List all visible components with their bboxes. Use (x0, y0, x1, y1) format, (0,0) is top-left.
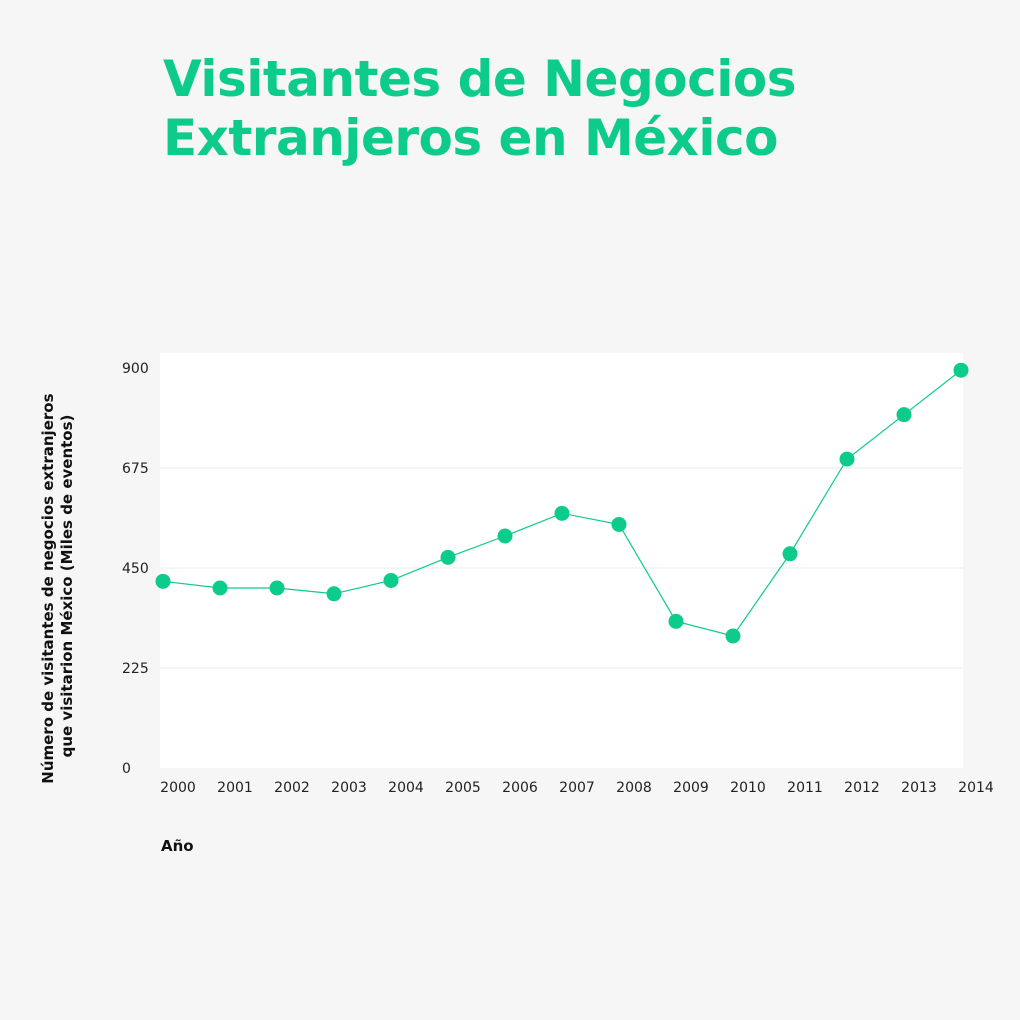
y-tick-label-225: 225 (122, 661, 149, 677)
data-point-2013 (896, 407, 912, 423)
data-point-2006 (497, 528, 513, 544)
data-point-2001 (212, 580, 228, 596)
x-axis-title: Año (161, 837, 194, 855)
plot-area (160, 353, 963, 768)
chart-title-line-1: Visitantes de Negocios (163, 50, 796, 108)
data-point-2012 (839, 451, 855, 467)
data-point-2010 (725, 628, 741, 644)
x-tick-label-2003: 2003 (331, 780, 367, 796)
data-point-2000 (155, 573, 171, 589)
data-point-2014 (953, 362, 969, 378)
x-tick-label-2005: 2005 (445, 780, 481, 796)
x-tick-label-2014: 2014 (958, 780, 994, 796)
y-tick-label-675: 675 (122, 461, 149, 477)
x-tick-label-2009: 2009 (673, 780, 709, 796)
x-tick-label-2008: 2008 (616, 780, 652, 796)
data-point-2007 (554, 505, 570, 521)
y-axis-ticks: 0 225 450 675 900 (122, 361, 149, 777)
x-axis-ticks: 2000 2001 2002 2003 2004 2005 2006 2007 2008 2009… (160, 780, 994, 796)
x-tick-label-2013: 2013 (901, 780, 937, 796)
data-point-2004 (383, 572, 399, 588)
x-tick-label-2000: 2000 (160, 780, 196, 796)
data-point-2005 (440, 549, 456, 565)
x-tick-label-2006: 2006 (502, 780, 538, 796)
y-axis-title-line-1: Número de visitantes de negocios extranj… (39, 393, 57, 783)
x-tick-label-2012: 2012 (844, 780, 880, 796)
data-point-2008 (611, 516, 627, 532)
chart-title: Visitantes de Negocios Extranjeros en Mé… (163, 50, 963, 168)
x-tick-label-2004: 2004 (388, 780, 424, 796)
data-point-2009 (668, 613, 684, 629)
y-axis-title-line-2: que visitarion México (Miles de eventos) (58, 415, 76, 758)
y-tick-label-450: 450 (122, 561, 149, 577)
y-tick-label-0: 0 (122, 761, 131, 777)
x-tick-label-2011: 2011 (787, 780, 823, 796)
y-axis-title: Número de visitantes de negocios extranj… (39, 388, 76, 783)
chart-title-line-2: Extranjeros en México (163, 109, 779, 167)
gridlines (160, 467, 963, 669)
x-tick-label-2010: 2010 (730, 780, 766, 796)
x-tick-label-2007: 2007 (559, 780, 595, 796)
data-point-2002 (269, 580, 285, 596)
data-point-2011 (782, 546, 798, 562)
data-points (155, 362, 969, 644)
y-tick-label-900: 900 (122, 361, 149, 377)
x-tick-label-2001: 2001 (217, 780, 253, 796)
data-point-2003 (326, 586, 342, 602)
x-tick-label-2002: 2002 (274, 780, 310, 796)
